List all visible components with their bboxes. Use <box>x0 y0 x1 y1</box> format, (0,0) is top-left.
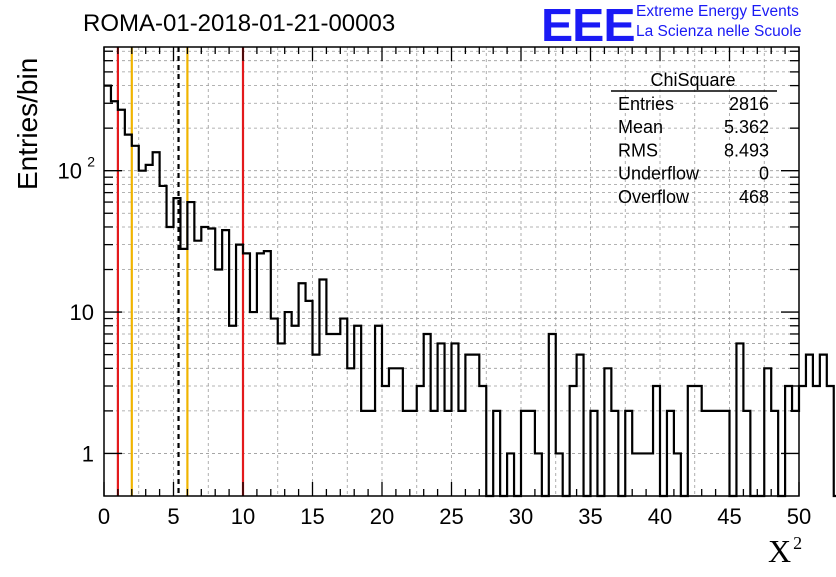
stats-label: RMS <box>618 140 658 160</box>
tick-labels: 0 5 10 15 20 25 30 35 40 45 50 1 10 10 2 <box>58 154 812 529</box>
y-tick-label: 10 <box>58 159 82 184</box>
y-tick-label: 10 <box>70 300 94 325</box>
logo-line-2: La Scienza nelle Scuole <box>636 23 802 40</box>
x-tick-label: 50 <box>787 504 811 529</box>
x-tick-label: 35 <box>578 504 602 529</box>
x-tick-label: 10 <box>231 504 255 529</box>
x-tick-label: 25 <box>439 504 463 529</box>
plot-frame <box>103 46 800 497</box>
stats-box: ChiSquare Entries 2816 Mean 5.362 RMS 8.493 Un… <box>611 70 777 207</box>
x-tick-label: 30 <box>509 504 533 529</box>
x-tick-label: 20 <box>370 504 394 529</box>
stats-value: 0 <box>759 164 769 184</box>
x-axis-label-sup: 2 <box>793 533 803 553</box>
stats-title: ChiSquare <box>650 70 735 90</box>
reference-lines <box>116 47 245 496</box>
x-tick-label: 5 <box>167 504 179 529</box>
chart-title: ROMA-01-2018-01-21-00003 <box>83 10 396 37</box>
stats-label: Overflow <box>618 187 690 207</box>
y-tick-label-exponent: 2 <box>87 154 95 170</box>
x-tick-label: 45 <box>717 504 741 529</box>
x-tick-label: 0 <box>98 504 110 529</box>
stats-label: Entries <box>618 94 674 114</box>
grid-layer <box>104 47 799 496</box>
stats-value: 2816 <box>729 94 769 114</box>
x-axis-label-base: X <box>768 533 792 569</box>
eee-logo: EEE <box>541 0 636 51</box>
y-axis-label: Entries/bin <box>12 57 43 190</box>
stats-value: 468 <box>739 187 769 207</box>
logo-line-1: Extreme Energy Events <box>636 3 799 20</box>
stats-label: Mean <box>618 117 663 137</box>
stats-rows: Entries 2816 Mean 5.362 RMS 8.493 Underflow 0 Ov… <box>618 94 769 207</box>
y-tick-label: 1 <box>82 441 94 466</box>
x-tick-label: 15 <box>300 504 324 529</box>
stats-value: 5.362 <box>724 117 769 137</box>
x-tick-label: 40 <box>648 504 672 529</box>
axis-ticks <box>103 47 800 496</box>
stats-label: Underflow <box>618 164 700 184</box>
stats-value: 8.493 <box>724 140 769 160</box>
